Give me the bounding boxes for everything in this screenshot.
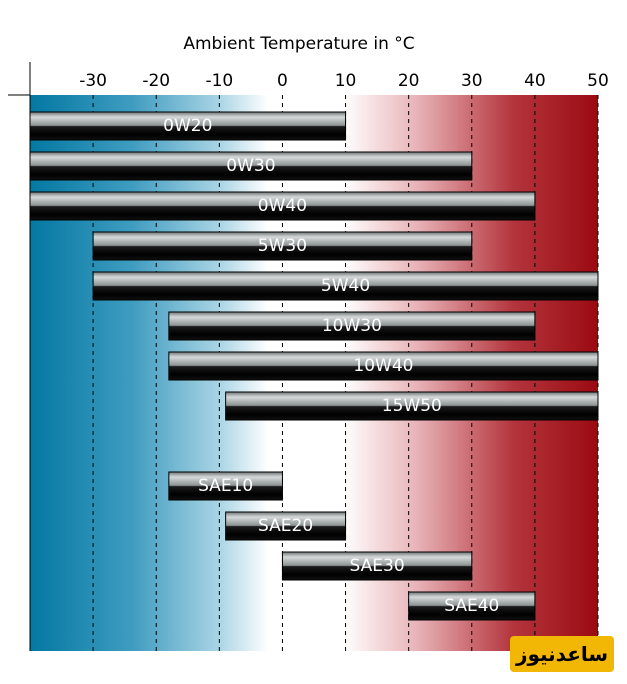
bar-label: SAE20 [258, 516, 313, 536]
bar [168, 351, 599, 381]
bar-label: 10W30 [322, 316, 382, 336]
bar-label: SAE40 [444, 596, 499, 616]
x-tick-label: -20 [142, 71, 170, 91]
bar-label: 0W30 [226, 156, 275, 176]
x-tick-label: -10 [205, 71, 233, 91]
x-tick-label: 50 [587, 71, 609, 91]
bar [92, 231, 473, 261]
bar-label: 5W30 [258, 236, 307, 256]
bar-label: SAE30 [350, 556, 405, 576]
bar-label: 15W50 [382, 396, 442, 416]
chart-title: Ambient Temperature in °C [183, 34, 414, 54]
bar [29, 191, 536, 221]
bar [225, 511, 347, 541]
bar [29, 151, 473, 181]
x-tick-label: 0 [277, 71, 288, 91]
axes [8, 62, 31, 651]
bar-label: 10W40 [353, 356, 413, 376]
bar [281, 551, 473, 581]
bar [92, 271, 599, 301]
bar [225, 391, 599, 421]
bar [168, 471, 283, 501]
bar-label: 5W40 [321, 276, 370, 296]
bars: 0W20 0W30 0W40 5W30 5W40 10W30 10W40 15W50 SAE10… [29, 111, 599, 621]
bar [168, 311, 536, 341]
x-tick-label: -30 [79, 71, 107, 91]
bar-label: 0W40 [258, 196, 307, 216]
bar-label: 0W20 [163, 116, 212, 136]
x-tick-label: 10 [335, 71, 357, 91]
x-tick-label: 20 [398, 71, 420, 91]
tick-labels: -30 -20 -10 0 10 20 30 40 50 [79, 71, 609, 91]
bar [408, 591, 536, 621]
bar [29, 111, 347, 141]
x-tick-label: 30 [461, 71, 483, 91]
bar-label: SAE10 [198, 476, 253, 496]
x-tick-label: 40 [524, 71, 546, 91]
watermark-logo: ساعدنیوز [510, 636, 614, 672]
